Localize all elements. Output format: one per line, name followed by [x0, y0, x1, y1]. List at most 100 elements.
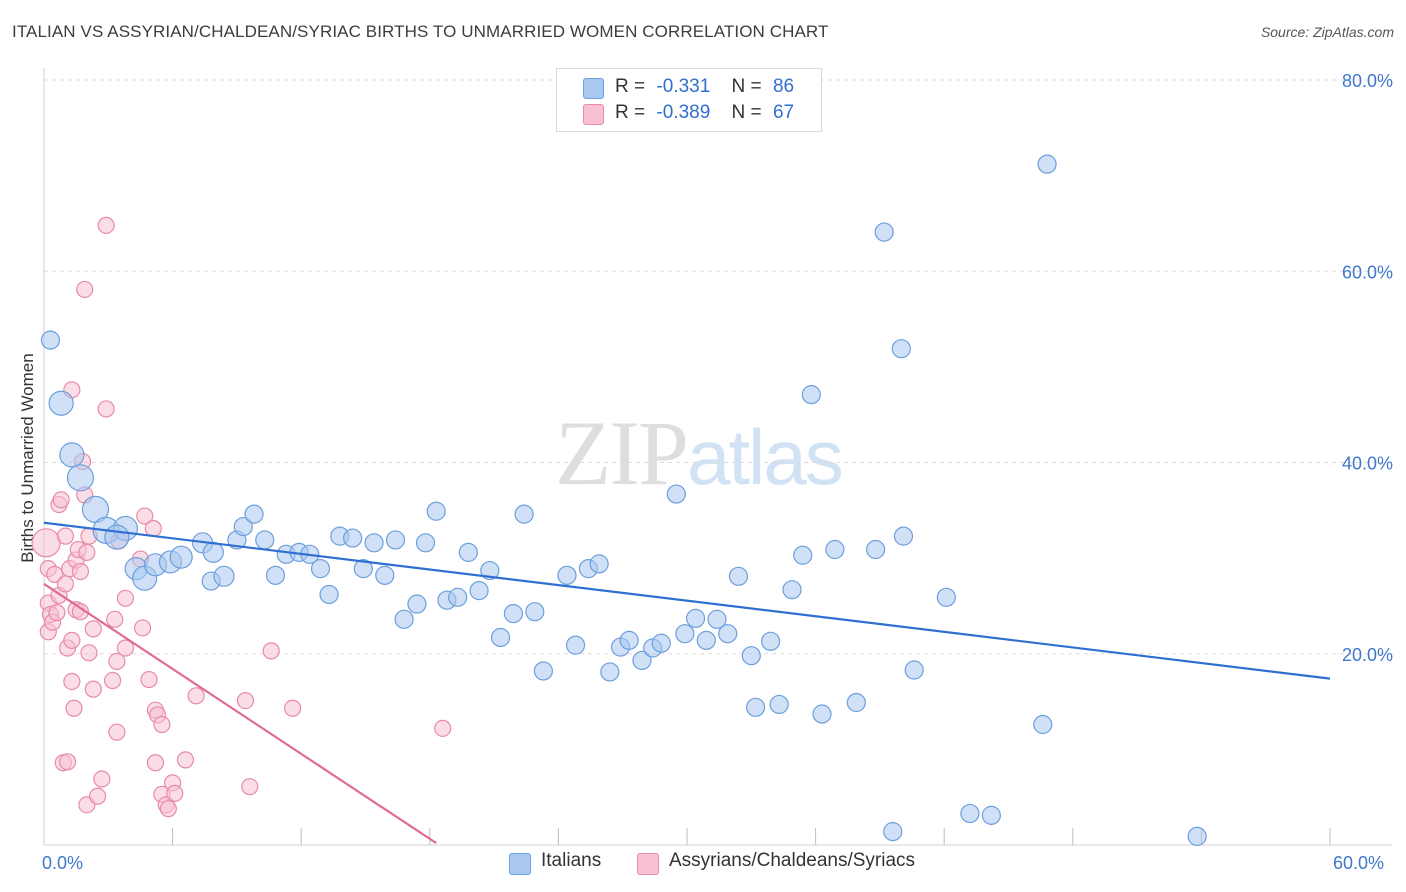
assyrians-point [146, 754, 165, 772]
assyrians-point [84, 680, 102, 698]
assyrians-point [187, 687, 205, 705]
bottom-legend-swatch-assyrians [637, 853, 659, 875]
italians-point [213, 565, 235, 587]
legend-r-label: R = [615, 76, 646, 97]
italians-point [565, 635, 586, 655]
italians-point [728, 566, 749, 586]
correlation-legend: R = -0.331 N = 86 R = -0.389 N = 67 [556, 68, 822, 132]
italians-point [40, 330, 61, 350]
italians-point [981, 805, 1001, 825]
assyrians-point [116, 589, 135, 607]
italians-point [265, 565, 286, 585]
y-tick-label: 80.0% [1342, 71, 1393, 91]
italians-point [104, 524, 130, 550]
italians-point [883, 822, 903, 842]
italians-point [244, 504, 264, 524]
italians-point [685, 608, 706, 628]
assyrians-point [46, 565, 64, 583]
italians-point [904, 660, 924, 680]
x-tick-label-min: 0.0% [42, 853, 84, 873]
italians-point [769, 694, 789, 715]
italians-point [255, 530, 275, 550]
assyrians-point [144, 519, 162, 538]
assyrians-point [63, 672, 81, 691]
watermark-atlas: atlas [687, 413, 844, 501]
italians-point [782, 580, 802, 600]
italians-point [66, 464, 95, 492]
italians-point [874, 222, 894, 242]
italians-point [891, 339, 911, 359]
italians-point [866, 539, 886, 560]
italians-point [651, 633, 671, 653]
legend-n-label: N = [731, 76, 762, 97]
italians-point [364, 533, 384, 553]
assyrians-point [434, 719, 452, 737]
assyrians-point [176, 751, 195, 769]
italians-point [801, 385, 821, 405]
italians-point [415, 533, 436, 553]
italians-point [490, 627, 511, 648]
assyrians-point [80, 644, 98, 662]
italians-point [48, 390, 74, 416]
chart-title: ITALIAN VS ASSYRIAN/CHALDEAN/SYRIAC BIRT… [12, 22, 829, 41]
x-tick-label-max: 60.0% [1333, 853, 1385, 873]
assyrians-point [166, 784, 184, 802]
assyrians-point [284, 699, 302, 717]
italians-point [960, 803, 980, 824]
assyrians-point [116, 639, 135, 657]
assyrians-point [71, 562, 90, 581]
legend-row-italians: R = -0.331 N = 86 [615, 76, 794, 102]
assyrians-point [76, 280, 94, 299]
assyrians-point [106, 610, 124, 628]
italians-point [385, 530, 406, 550]
italians-point [394, 609, 414, 629]
y-tick-label: 20.0% [1342, 645, 1393, 665]
legend-swatch-assyrians [583, 104, 604, 125]
italians-point [525, 602, 545, 622]
assyrians-point [133, 619, 152, 637]
watermark: ZIPatlas [555, 400, 844, 506]
assyrians-point [84, 620, 102, 638]
bottom-legend-italians: Italians [541, 850, 602, 871]
italians-point [59, 442, 85, 468]
assyrians-point [71, 603, 90, 621]
legend-n-label: N = [731, 102, 762, 123]
italians-point [812, 704, 832, 724]
italians-point [718, 624, 738, 644]
assyrians-point [136, 507, 154, 525]
assyrians-point [56, 527, 75, 545]
italians-point [426, 501, 446, 521]
legend-r-label: R = [615, 102, 646, 123]
italians-point [375, 565, 395, 585]
italians-point [632, 650, 652, 671]
bottom-legend-swatch-italians [509, 853, 531, 875]
italians-point [458, 542, 478, 562]
legend-r-value: -0.389 [656, 102, 711, 123]
italians-point [666, 484, 686, 504]
italians-point [469, 581, 489, 601]
assyrians-point [65, 699, 83, 717]
assyrians-point [108, 652, 126, 671]
italians-point [675, 624, 695, 644]
legend-n-value: 86 [772, 76, 795, 97]
italians-point [353, 559, 373, 579]
assyrians-point [52, 491, 70, 509]
assyrians-point [108, 723, 126, 741]
italians-point [600, 662, 620, 682]
assyrians-point [97, 216, 115, 234]
assyrians-point [58, 753, 77, 771]
italians-point [503, 603, 523, 624]
assyrians-point [63, 631, 81, 649]
italians-point [846, 692, 866, 713]
italians-point [343, 528, 363, 548]
italians-point [407, 594, 427, 614]
assyrians-point [97, 400, 115, 418]
watermark-zip: ZIP [555, 402, 689, 504]
italians-point [619, 630, 639, 650]
italians-point [589, 554, 609, 574]
italians-point [202, 541, 224, 563]
italians-point [480, 560, 500, 581]
bottom-legend-assyrians: Assyrians/Chaldeans/Syriacs [669, 850, 916, 871]
italians-point [514, 504, 534, 524]
